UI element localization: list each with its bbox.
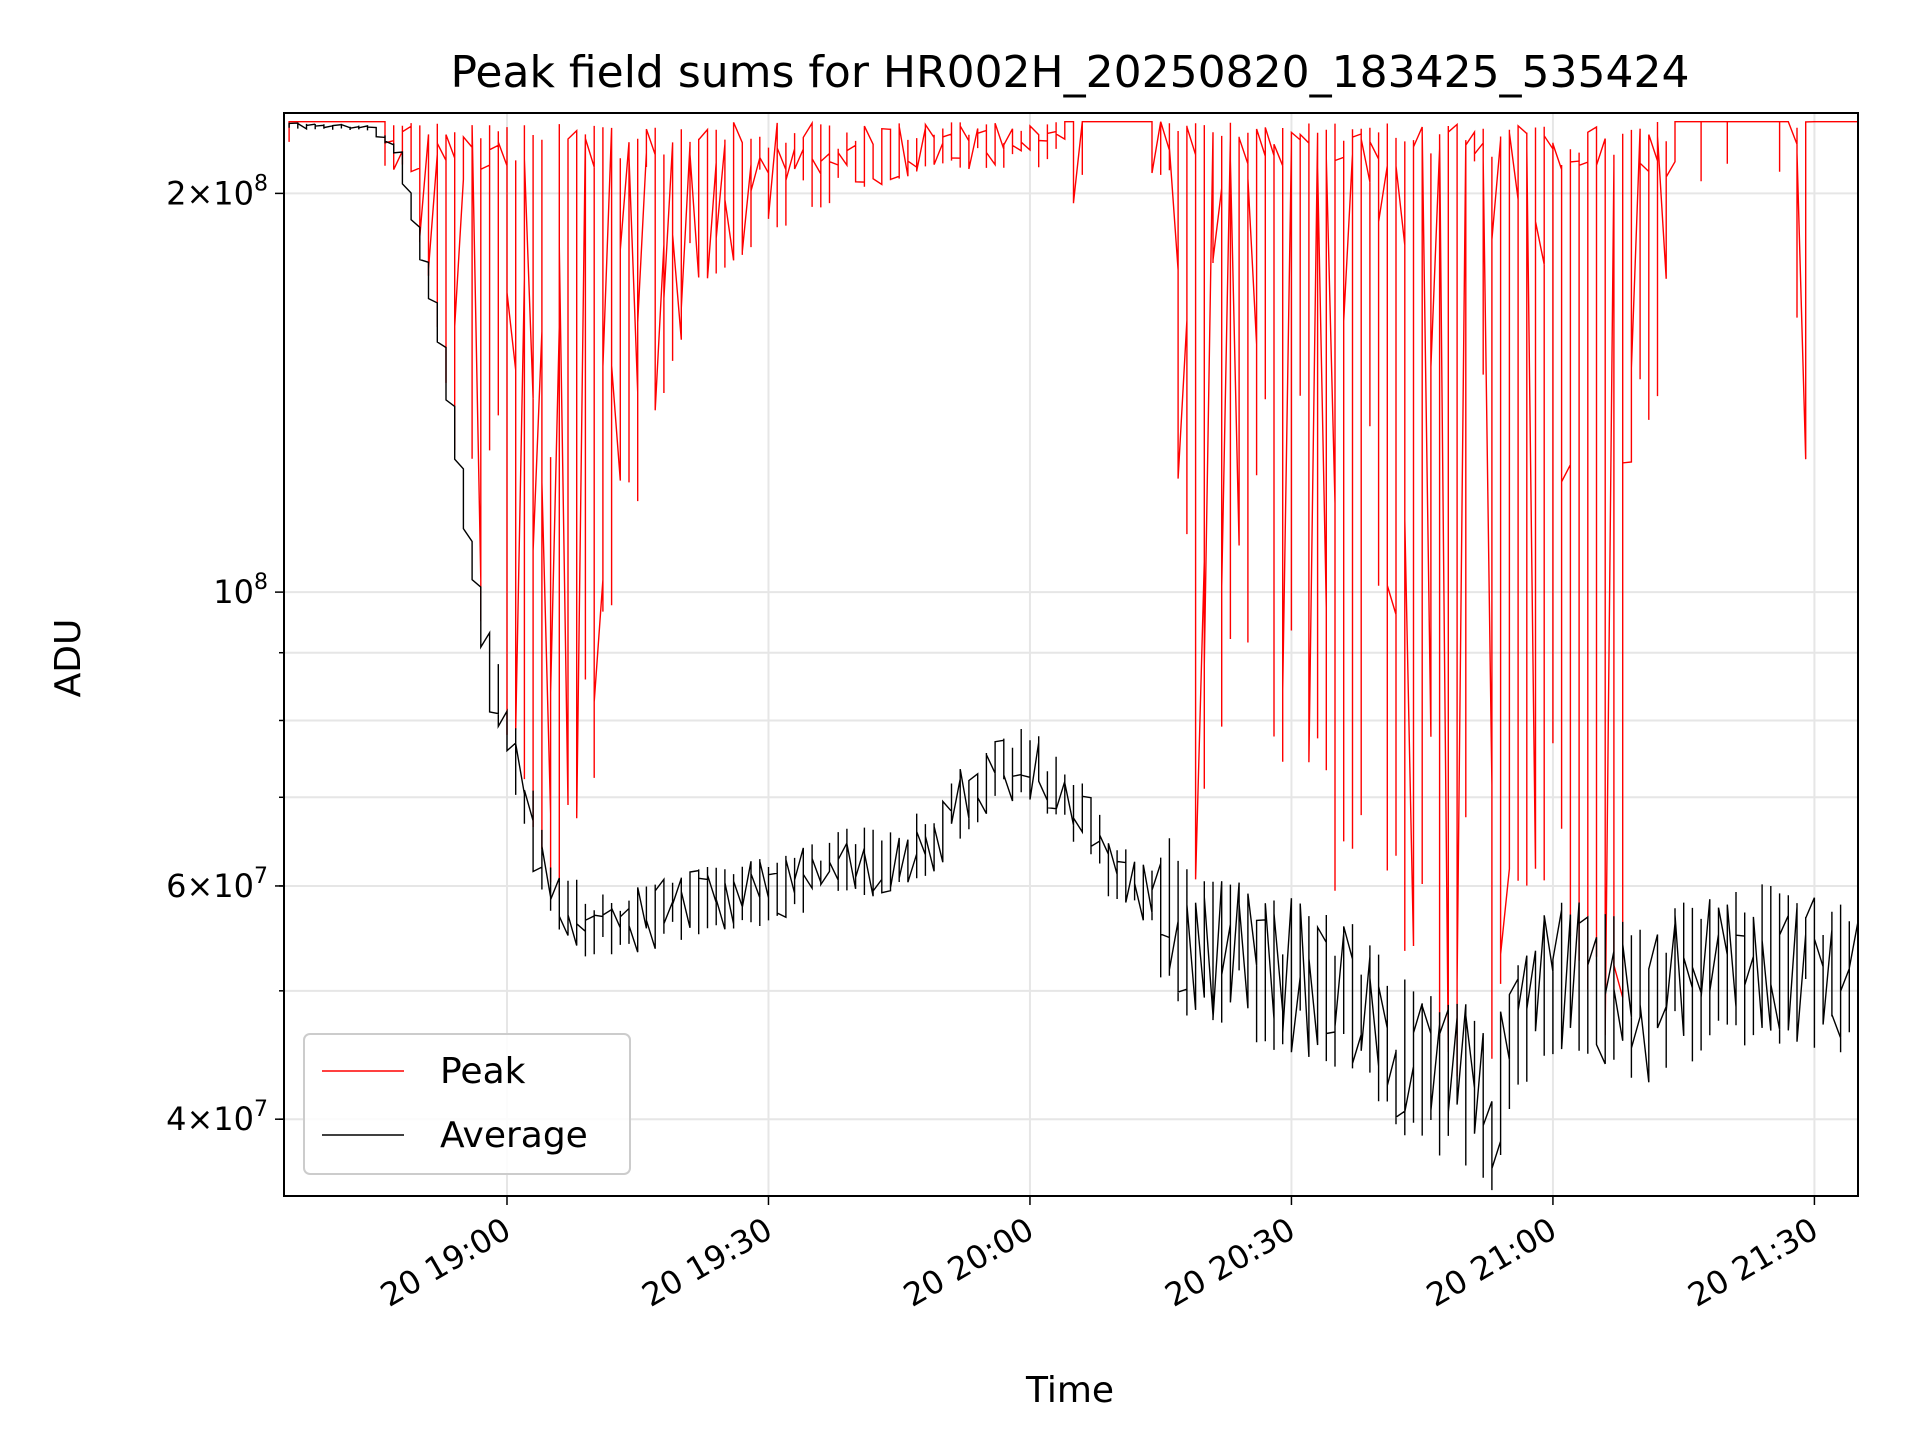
legend-box xyxy=(303,1033,631,1175)
legend-label-peak: Peak xyxy=(440,1051,526,1092)
y-tick-label: 6×107 xyxy=(166,864,268,905)
series-line-peak xyxy=(288,120,1858,1077)
legend-label-average: Average xyxy=(440,1115,588,1156)
y-tick-label: 4×107 xyxy=(166,1097,268,1138)
series-line-average xyxy=(288,122,1859,1191)
y-axis-ticks: 4×107 6×107 108 2×108 xyxy=(166,171,284,1138)
y-tick-label: 2×108 xyxy=(166,171,268,212)
legend: Peak Average xyxy=(303,1033,631,1175)
y-tick-label: 108 xyxy=(213,570,268,611)
y-axis-label: ADU xyxy=(48,619,89,698)
series-layer xyxy=(288,120,1859,1191)
chart-title: Peak field sums for HR002H_20250820_1834… xyxy=(450,47,1689,98)
axes-frame xyxy=(283,112,1859,1197)
x-axis-label: Time xyxy=(1025,1370,1114,1411)
